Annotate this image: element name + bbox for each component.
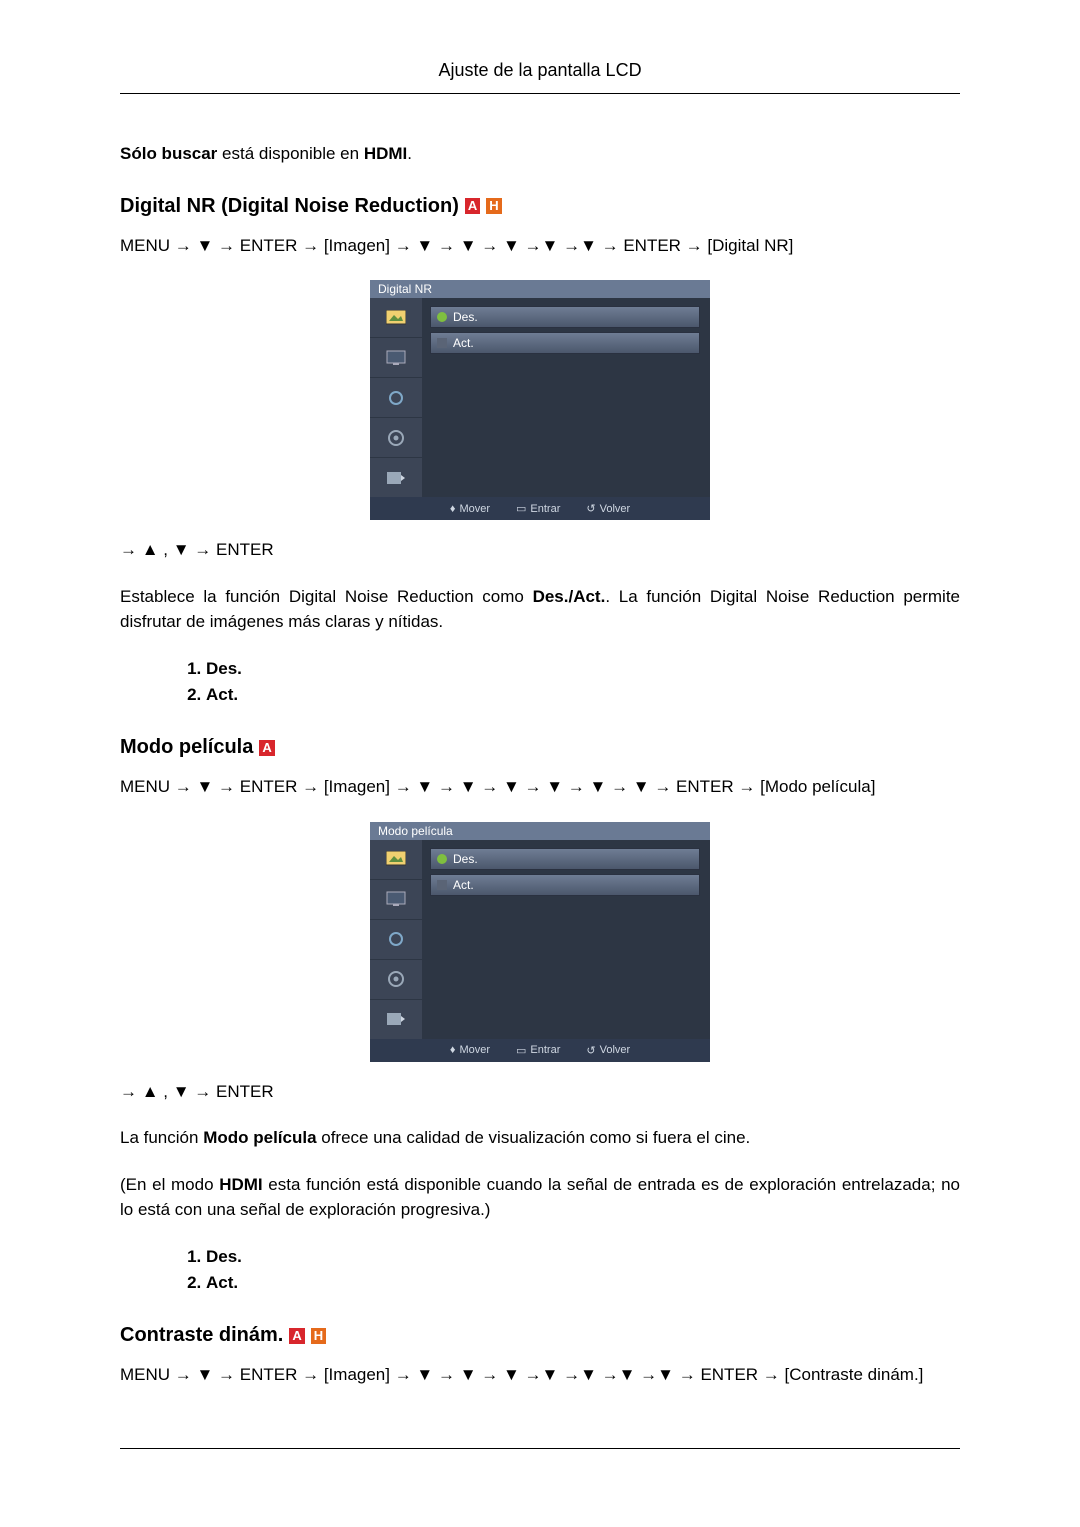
solo-buscar-bold: Sólo buscar: [120, 144, 217, 163]
nav-path-1: MENU → ▼ → ENTER → [Imagen] → ▼ → ▼ → ▼ …: [120, 234, 960, 259]
osd-option-act: Act.: [430, 874, 700, 896]
osd-screenshot-modo-pelicula: Modo película Des. Act. ♦ Mover ▭ Entrar…: [370, 822, 710, 1062]
osd-circle1-icon: [370, 378, 422, 418]
badge-a-icon: A: [465, 198, 480, 214]
osd-body: Des. Act.: [370, 298, 710, 497]
after-osd-nav-2: → ▲ , ▼ → ENTER: [120, 1080, 960, 1105]
desc-bold: Des./Act.: [533, 587, 606, 606]
desc-pre: Establece la función Digital Noise Reduc…: [120, 587, 533, 606]
nav-path-3: MENU → ▼ → ENTER → [Imagen] → ▼ → ▼ → ▼ …: [120, 1363, 960, 1388]
osd-gear-icon: [370, 418, 422, 458]
osd-foot-entrar: ▭ Entrar: [516, 502, 560, 515]
osd-option-des: Des.: [430, 306, 700, 328]
list-item: Des.: [206, 1244, 960, 1270]
osd-footer: ♦ Mover ▭ Entrar ↺ Volver: [370, 497, 710, 520]
osd-opt-label: Des.: [453, 852, 478, 866]
check-icon: [437, 854, 447, 864]
foot-label: Volver: [600, 1044, 631, 1056]
badge-a-icon: A: [289, 1328, 304, 1344]
osd-footer: ♦ Mover ▭ Entrar ↺ Volver: [370, 1039, 710, 1062]
foot-label: Mover: [459, 503, 490, 515]
section-heading-modo-pelicula: Modo película A: [120, 736, 960, 759]
foot-label: Volver: [600, 503, 631, 515]
foot-label: Entrar: [530, 503, 560, 515]
osd-foot-volver: ↺ Volver: [586, 1044, 630, 1057]
list-item: Act.: [206, 1270, 960, 1296]
osd-title: Digital NR: [370, 280, 710, 298]
osd-input-icon: [370, 458, 422, 497]
badge-a-icon: A: [259, 740, 274, 756]
section2-description-1: La función Modo película ofrece una cali…: [120, 1126, 960, 1151]
osd-options-panel: Des. Act.: [422, 298, 710, 497]
footer-rule: [120, 1448, 960, 1449]
d2-bold: HDMI: [219, 1175, 262, 1194]
check-icon: [437, 312, 447, 322]
osd-opt-label: Act.: [453, 878, 474, 892]
osd-foot-mover: ♦ Mover: [450, 1044, 490, 1057]
hdmi-bold: HDMI: [364, 144, 407, 163]
osd-opt-label: Act.: [453, 336, 474, 350]
osd-foot-mover: ♦ Mover: [450, 502, 490, 515]
osd-foot-volver: ↺ Volver: [586, 502, 630, 515]
options-list-2: Des. Act.: [120, 1244, 960, 1296]
list-item: Act.: [206, 682, 960, 708]
section1-description: Establece la función Digital Noise Reduc…: [120, 585, 960, 634]
osd-picture-icon: [370, 298, 422, 338]
d1-post: ofrece una calidad de visualización como…: [317, 1128, 751, 1147]
page-header: Ajuste de la pantalla LCD: [120, 60, 960, 94]
box-icon: [437, 338, 447, 348]
osd-gear-icon: [370, 960, 422, 1000]
osd-option-des: Des.: [430, 848, 700, 870]
osd-picture-icon: [370, 840, 422, 880]
intro-dot: .: [407, 144, 412, 163]
heading-text: Digital NR (Digital Noise Reduction): [120, 195, 459, 218]
osd-body: Des. Act.: [370, 840, 710, 1039]
foot-label: Entrar: [530, 1044, 560, 1056]
badge-h-icon: H: [486, 198, 501, 214]
osd-option-act: Act.: [430, 332, 700, 354]
heading-text: Modo película: [120, 736, 253, 759]
osd-screen-icon: [370, 880, 422, 920]
nav-path-2: MENU → ▼ → ENTER → [Imagen] → ▼ → ▼ → ▼ …: [120, 775, 960, 800]
manual-page: Ajuste de la pantalla LCD Sólo buscar es…: [0, 0, 1080, 1509]
osd-input-icon: [370, 1000, 422, 1039]
intro-text: está disponible en: [217, 144, 364, 163]
osd-screenshot-digital-nr: Digital NR Des. Act. ♦ Mover ▭ Entrar ↺ …: [370, 280, 710, 520]
list-item: Des.: [206, 656, 960, 682]
options-list-1: Des. Act.: [120, 656, 960, 708]
osd-title: Modo película: [370, 822, 710, 840]
d1-bold: Modo película: [203, 1128, 316, 1147]
osd-circle1-icon: [370, 920, 422, 960]
section-heading-digital-nr: Digital NR (Digital Noise Reduction) AH: [120, 195, 960, 218]
d2-pre: (En el modo: [120, 1175, 219, 1194]
osd-sidebar: [370, 840, 422, 1039]
osd-screen-icon: [370, 338, 422, 378]
badge-h-icon: H: [311, 1328, 326, 1344]
after-osd-nav-1: → ▲ , ▼ → ENTER: [120, 538, 960, 563]
section2-description-2: (En el modo HDMI esta función está dispo…: [120, 1173, 960, 1222]
section-heading-contraste-dinam: Contraste dinám. AH: [120, 1324, 960, 1347]
osd-opt-label: Des.: [453, 310, 478, 324]
heading-text: Contraste dinám.: [120, 1324, 283, 1347]
osd-foot-entrar: ▭ Entrar: [516, 1044, 560, 1057]
foot-label: Mover: [459, 1044, 490, 1056]
osd-sidebar: [370, 298, 422, 497]
intro-line: Sólo buscar está disponible en HDMI.: [120, 142, 960, 167]
box-icon: [437, 880, 447, 890]
osd-options-panel: Des. Act.: [422, 840, 710, 1039]
d1-pre: La función: [120, 1128, 203, 1147]
